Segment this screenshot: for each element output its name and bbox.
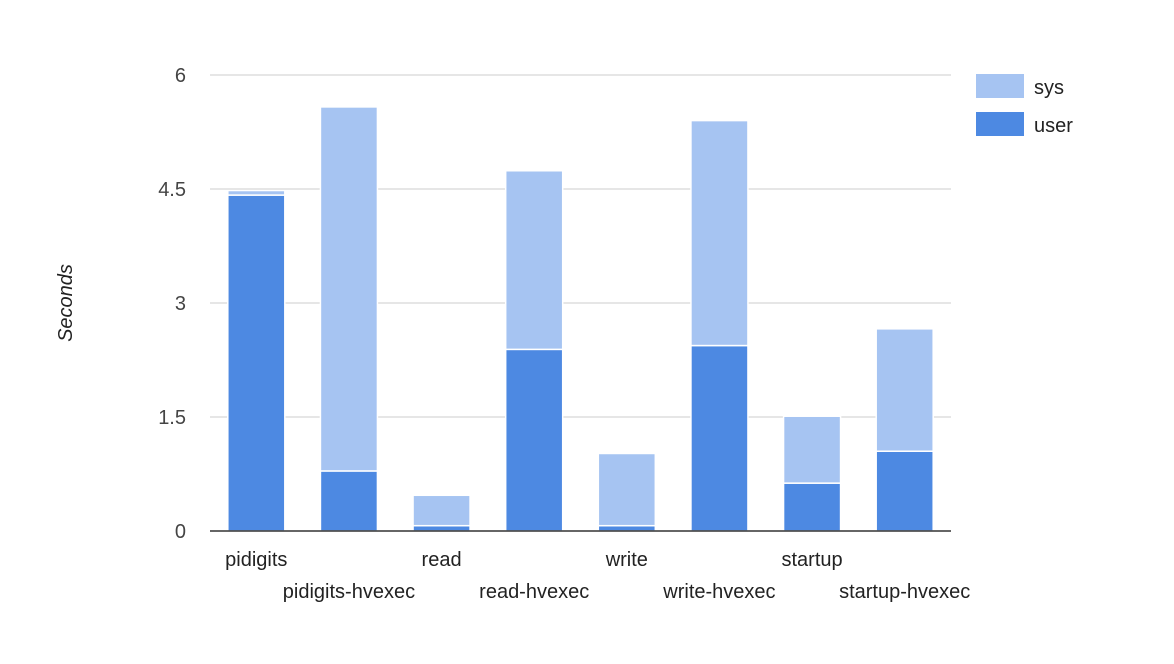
y-tick-label: 0 <box>175 521 186 543</box>
bar-segment-sys-read-hvexec[interactable] <box>504 170 564 351</box>
bar-segment-user-read[interactable] <box>412 524 471 532</box>
legend-label-sys: sys <box>1034 77 1064 99</box>
bar-segment-user-write[interactable] <box>597 524 657 532</box>
x-category-label: write <box>605 549 648 571</box>
x-category-label: pidigits-hvexec <box>283 581 415 603</box>
bar-segment-sys-read[interactable] <box>412 494 471 527</box>
x-category-label: pidigits <box>225 549 287 571</box>
y-axis-ticks: 0 1.5 3 4.5 6 <box>158 65 186 543</box>
y-tick-label: 4.5 <box>158 179 186 201</box>
bar-segment-sys-write-hvexec[interactable] <box>690 119 749 347</box>
x-category-label: read-hvexec <box>479 581 589 603</box>
x-category-label: startup <box>781 549 842 571</box>
y-tick-label: 1.5 <box>158 407 186 429</box>
bar-segment-sys-startup-hvexec[interactable] <box>875 328 934 452</box>
bar-segment-user-write-hvexec[interactable] <box>690 344 749 532</box>
legend-swatch-user <box>976 112 1024 136</box>
bar-segment-user-pidigits-hvexec[interactable] <box>319 470 379 532</box>
bar-segment-user-pidigits[interactable] <box>227 194 286 532</box>
legend: sys user <box>976 74 1073 137</box>
x-axis-labels: pidigits pidigits-hvexec read read-hvexec wr… <box>225 549 970 603</box>
x-category-label: write-hvexec <box>662 581 775 603</box>
y-axis-title: Seconds <box>55 264 77 342</box>
y-tick-label: 3 <box>175 293 186 315</box>
legend-label-user: user <box>1034 115 1073 137</box>
bar-segment-user-startup[interactable] <box>782 482 842 532</box>
bars <box>227 106 934 532</box>
bar-segment-user-startup-hvexec[interactable] <box>875 450 934 532</box>
bar-segment-sys-write[interactable] <box>597 452 657 527</box>
x-category-label: startup-hvexec <box>839 581 970 603</box>
y-tick-label: 6 <box>175 65 186 87</box>
x-category-label: read <box>422 549 462 571</box>
bar-segment-sys-pidigits-hvexec[interactable] <box>319 106 379 472</box>
bar-segment-sys-pidigits[interactable] <box>227 189 286 196</box>
bar-segment-user-read-hvexec[interactable] <box>504 348 564 532</box>
bar-segment-sys-startup[interactable] <box>782 415 842 484</box>
legend-swatch-sys <box>976 74 1024 98</box>
